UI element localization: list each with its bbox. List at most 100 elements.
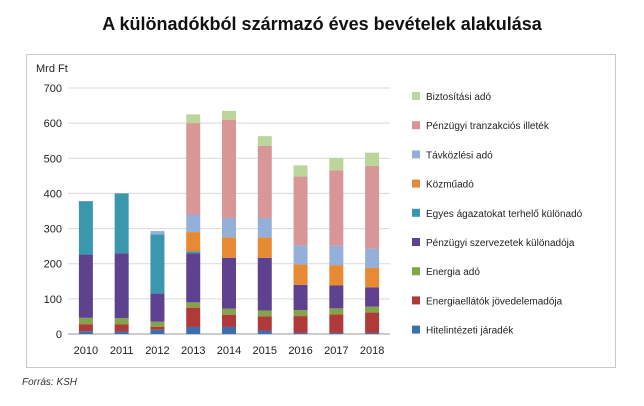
x-tick-label: 2017 [324, 345, 348, 357]
y-tick-label: 300 [44, 224, 62, 236]
bar-segment [365, 152, 380, 167]
legend-swatch [412, 208, 420, 217]
bar-segment [365, 166, 380, 249]
bar-segment [257, 330, 272, 334]
bar-segment [365, 332, 380, 334]
bar-segment [222, 308, 236, 315]
bar-segment [293, 165, 308, 177]
bar-segment [329, 314, 344, 333]
x-tick-label: 2016 [288, 345, 312, 357]
legend-swatch [412, 296, 420, 305]
legend-label: Pénzügyi szervezetek különadója [426, 238, 575, 249]
bar-segment [365, 248, 380, 268]
bar-segment [329, 285, 344, 309]
bar-segment [186, 302, 201, 308]
bar-segment [78, 254, 93, 318]
bar-segment [186, 251, 201, 254]
x-tick-label: 2015 [253, 345, 277, 357]
bar-segment [329, 170, 344, 246]
legend-swatch [412, 150, 420, 159]
y-axis-label: Mrd Ft [36, 63, 68, 75]
bar-segment [329, 157, 344, 171]
bar-segment [186, 232, 201, 252]
y-tick-label: 500 [44, 153, 62, 165]
bar-segment [365, 267, 380, 288]
bar-segment [114, 253, 129, 319]
bar-segment [78, 201, 93, 255]
x-tick-label: 2011 [110, 345, 134, 357]
bar-segment [365, 312, 380, 333]
legend-swatch [412, 179, 420, 188]
legend-swatch [412, 325, 420, 334]
legend-label: Hitelintézeti járadék [426, 326, 514, 337]
bar-segment [257, 218, 272, 238]
legend-label: Közműadó [426, 180, 474, 191]
bar-segment [186, 214, 201, 233]
bar-segment [150, 231, 165, 235]
chart-title: A különadókból származó éves bevételek a… [102, 14, 542, 34]
legend-label: Távközlési adó [426, 150, 493, 161]
legend-label: Egyes ágazatokat terhelő különadó [426, 209, 583, 220]
bar-segment [186, 123, 201, 215]
bar-segment [257, 310, 272, 317]
bar-segment [257, 145, 272, 219]
legend-label: Energia adó [426, 267, 480, 278]
legend-swatch [412, 121, 420, 130]
legend-swatch [412, 267, 420, 276]
bar-segment [78, 331, 93, 334]
bar-segment [114, 318, 129, 325]
y-tick-label: 0 [56, 329, 62, 341]
bar-segment [257, 136, 272, 146]
legend-swatch [412, 92, 420, 100]
x-tick-label: 2014 [217, 345, 241, 357]
chart-frame [26, 54, 616, 368]
bar-segment [150, 321, 165, 327]
source-note: Forrás: KSH [22, 377, 78, 388]
bar-segment [150, 326, 165, 330]
bar-segment [78, 317, 93, 325]
bar-segment [222, 257, 236, 309]
x-tick-label: 2013 [181, 345, 205, 357]
y-tick-label: 600 [44, 118, 62, 130]
bar-segment [293, 332, 308, 334]
legend-label: Pénzügyi tranzakciós illeték [426, 121, 550, 132]
bar-segment [293, 316, 308, 333]
bar-segment [114, 331, 129, 334]
bar-segment [293, 245, 308, 265]
bar-segment [186, 114, 201, 124]
bar-segment [186, 253, 201, 303]
y-tick-label: 100 [44, 294, 62, 306]
bar-segment [293, 176, 308, 246]
bar-segment [329, 265, 344, 286]
x-tick-label: 2010 [74, 345, 98, 357]
bar-segment [186, 307, 201, 327]
bar-segment [222, 110, 236, 120]
bar-segment [222, 218, 236, 238]
bar-segment [186, 326, 201, 334]
bar-segment [329, 245, 344, 266]
bar-segment [114, 193, 129, 254]
legend-swatch [412, 238, 420, 246]
bar-segment [78, 324, 93, 332]
bar-segment [150, 329, 165, 334]
bar-segment [329, 308, 344, 315]
bar-segment [222, 237, 236, 258]
bar-segment [150, 293, 165, 322]
bar-segment [365, 306, 380, 313]
y-tick-label: 200 [44, 259, 62, 271]
bar-segment [222, 119, 236, 219]
bar-segment [257, 316, 272, 331]
bar-segment [293, 310, 308, 317]
bar-segment [257, 257, 272, 311]
x-tick-label: 2012 [145, 345, 169, 357]
bar-segment [293, 284, 308, 311]
legend-label: Energiaellátók jövedelemadója [426, 296, 563, 307]
legend-label: Biztosítási adó [426, 92, 491, 103]
x-tick-label: 2018 [360, 345, 384, 357]
bar-segment [114, 324, 129, 332]
bar-segment [150, 234, 165, 294]
y-tick-label: 700 [44, 83, 62, 95]
bar-segment [222, 314, 236, 327]
bar-segment [365, 287, 380, 307]
